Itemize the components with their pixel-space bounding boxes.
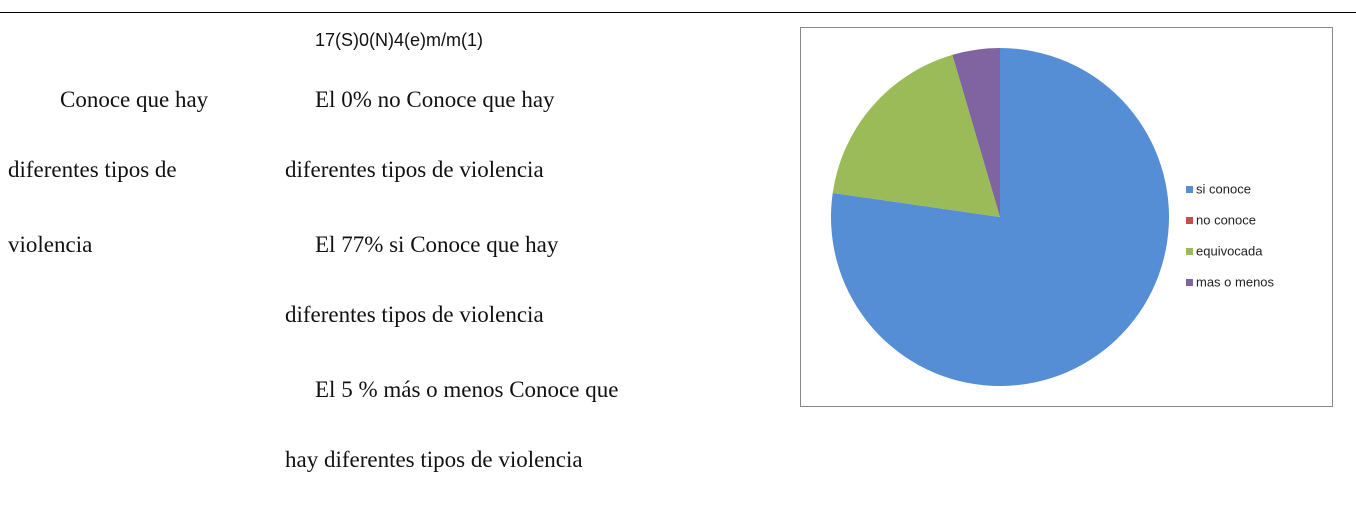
legend-label: mas o menos [1196,274,1275,289]
legend-label: si conoce [1196,181,1251,196]
pie-slice [831,48,1169,386]
legend-label: equivocada [1196,243,1263,258]
legend-swatch [1186,279,1193,286]
left-text: diferentes tipos de [8,157,177,182]
legend-swatch [1186,248,1193,255]
top-rule [0,12,1356,13]
left-text: violencia [8,232,93,257]
left-text: Conoce que hay [60,87,209,112]
pie-slice [952,48,1000,217]
middle-text: diferentes tipos de violencia [285,302,544,327]
middle-text: El 0% no Conoce que hay [315,87,555,112]
middle-text: hay diferentes tipos de violencia [285,447,583,472]
legend-swatch [1186,186,1193,193]
legend-label: no conoce [1196,212,1256,227]
legend-swatch [1186,217,1193,224]
pie-slice [832,54,1000,217]
middle-text: El 5 % más o menos Conoce que [315,377,619,402]
counts-line: 17(S)0(N)4(e)m/m(1) [315,30,484,50]
middle-text: El 77% si Conoce que hay [315,232,559,257]
middle-text: diferentes tipos de violencia [285,157,544,182]
